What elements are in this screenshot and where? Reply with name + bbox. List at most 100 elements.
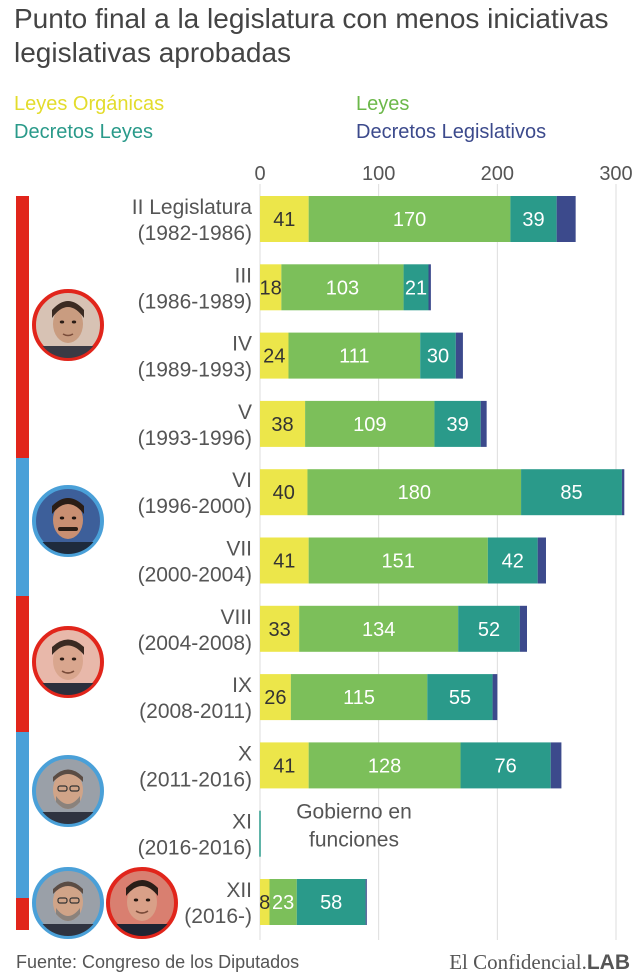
source-note: Fuente: Congreso de los Diputados bbox=[16, 952, 300, 972]
category-label: II Legislatura bbox=[132, 196, 253, 219]
bar-segment bbox=[519, 605, 527, 652]
bar-segment bbox=[260, 674, 291, 721]
bar-value-label: 41 bbox=[273, 551, 295, 573]
bar-segment bbox=[260, 879, 270, 925]
brand-name: El Confidencial. bbox=[449, 950, 587, 974]
bar-segment bbox=[307, 469, 522, 516]
bar-value-label: 38 bbox=[271, 414, 293, 436]
brand-logo: El Confidencial.LAB bbox=[449, 950, 630, 975]
bar-segment bbox=[365, 879, 367, 925]
bar-value-label: 170 bbox=[393, 209, 426, 231]
category-label-years: (2008-2011) bbox=[139, 700, 252, 723]
legend-decretos-leyes: Decretos Leyes bbox=[14, 121, 153, 143]
category-label: IV bbox=[232, 333, 252, 356]
bar-segment bbox=[296, 879, 366, 925]
bar-segment bbox=[308, 196, 511, 242]
bar-value-label: 42 bbox=[502, 551, 524, 573]
bar-segment bbox=[420, 332, 456, 379]
portrait-mariano-rajoy-icon bbox=[32, 755, 104, 827]
portrait-felipe-gonzalez-icon bbox=[32, 289, 104, 361]
legend-leyes: Leyes bbox=[356, 93, 410, 115]
category-label: V bbox=[238, 401, 252, 424]
bar-value-label: 33 bbox=[268, 619, 290, 641]
bar-value-label: 24 bbox=[263, 346, 285, 368]
portrait-pedro-sanchez-icon bbox=[106, 867, 178, 939]
bar-segment bbox=[480, 400, 487, 447]
category-label-years: (2000-2004) bbox=[138, 564, 252, 587]
period-bar-psoe-2 bbox=[16, 596, 29, 732]
bar-segment bbox=[521, 469, 622, 516]
bars: 41 170 39 18 103 21 24 111 30 38 109 39 40 180 85 41 151… bbox=[259, 196, 625, 925]
category-label: XII bbox=[226, 879, 252, 902]
legend-leyes-organicas: Leyes Orgánicas bbox=[14, 93, 165, 115]
category-labels: II Legislatura (1982-1986) III (1986-1989) I… bbox=[132, 196, 253, 928]
bar-value-label: 23 bbox=[272, 892, 294, 914]
bar-segment bbox=[260, 400, 306, 447]
annotation-gobierno-en-funciones: Gobierno en funciones bbox=[296, 801, 412, 852]
bar-value-label: 115 bbox=[343, 687, 375, 709]
bar-segment bbox=[260, 605, 300, 652]
bar-segment bbox=[537, 537, 546, 584]
bar-value-label: 8 bbox=[259, 892, 270, 914]
bar-segment bbox=[260, 332, 289, 379]
category-label-years: (1982-1986) bbox=[138, 222, 252, 245]
category-label-years: (2016-2016) bbox=[138, 837, 252, 860]
bar-value-label: 111 bbox=[339, 346, 369, 368]
category-label-years: (1996-2000) bbox=[138, 495, 252, 518]
bar-value-label: 76 bbox=[495, 755, 517, 777]
bar-segment bbox=[455, 332, 463, 379]
period-bar-psoe-3 bbox=[16, 898, 29, 930]
portrait-mariano-rajoy-2-icon bbox=[32, 867, 104, 939]
category-label-years: (2004-2008) bbox=[138, 632, 252, 655]
period-bar-pp-2 bbox=[16, 732, 29, 898]
bar-value-label: 21 bbox=[405, 277, 427, 299]
bar-segment bbox=[458, 605, 520, 652]
category-label-years: (2011-2016) bbox=[139, 768, 252, 791]
bar-segment bbox=[510, 196, 557, 242]
period-bar-psoe-1 bbox=[16, 196, 29, 458]
bar-segment bbox=[281, 264, 404, 311]
bar-segment bbox=[434, 400, 481, 447]
bar-segment bbox=[260, 196, 309, 242]
x-axis-ticks: 0 100 200 300 bbox=[254, 163, 632, 185]
bar-value-label: 18 bbox=[260, 277, 282, 299]
bar-value-label: 40 bbox=[273, 482, 295, 504]
bar-value-label: 30 bbox=[427, 346, 449, 368]
bar-segment bbox=[427, 674, 493, 721]
government-period-bars bbox=[16, 196, 29, 930]
category-label-years: (1986-1989) bbox=[138, 290, 252, 313]
bar-segment bbox=[260, 264, 282, 311]
bar-value-label: 58 bbox=[320, 892, 342, 914]
bar-segment bbox=[556, 196, 576, 242]
annotation-line: funciones bbox=[309, 829, 399, 852]
bar-value-label: 41 bbox=[273, 209, 295, 231]
bar-segment bbox=[269, 879, 297, 925]
portrait-jose-luis-rodriguez-zapatero-icon bbox=[32, 626, 104, 698]
x-tick-label: 300 bbox=[599, 163, 632, 185]
bar-segment bbox=[492, 674, 498, 721]
bar-segment bbox=[260, 742, 309, 789]
bar-segment bbox=[428, 264, 431, 311]
x-tick-label: 200 bbox=[481, 163, 514, 185]
category-label: X bbox=[238, 742, 252, 765]
x-tick-label: 100 bbox=[362, 163, 395, 185]
bar-segment bbox=[260, 537, 309, 584]
category-label: XI bbox=[232, 811, 252, 834]
annotation-line: Gobierno en bbox=[296, 801, 412, 824]
bar-segment bbox=[403, 264, 429, 311]
x-tick-label: 0 bbox=[254, 163, 265, 185]
category-label: VII bbox=[226, 538, 252, 561]
brand-lab: LAB bbox=[586, 951, 630, 974]
bar-value-label: 103 bbox=[326, 277, 359, 299]
category-label-years: (2016-) bbox=[184, 905, 252, 928]
bar-segment bbox=[260, 469, 308, 516]
period-bar-pp-1 bbox=[16, 458, 29, 596]
bar-segment bbox=[308, 742, 461, 789]
bar-value-label: 39 bbox=[522, 209, 544, 231]
category-label: VI bbox=[232, 469, 252, 492]
bar-value-label: 151 bbox=[382, 551, 415, 573]
bar-value-label: 52 bbox=[478, 619, 500, 641]
bar-value-label: 26 bbox=[264, 687, 286, 709]
category-label-years: (1989-1993) bbox=[138, 359, 252, 382]
category-label: III bbox=[234, 264, 252, 287]
